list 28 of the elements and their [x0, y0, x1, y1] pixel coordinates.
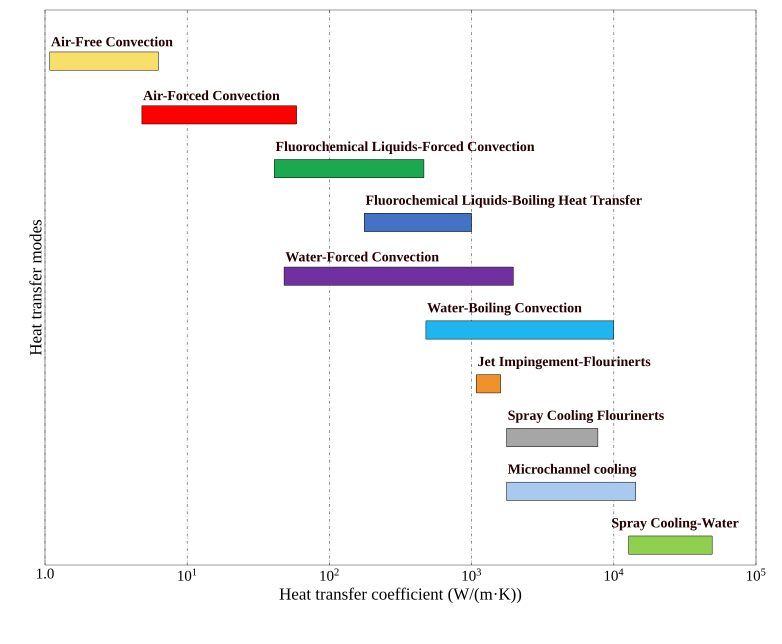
- y-axis-title: Heat transfer modes: [29, 220, 42, 356]
- bar: [142, 105, 297, 124]
- bar: [274, 159, 424, 178]
- x-tick-label: 10$^{5}$: [746, 568, 766, 581]
- y-tick-label: Water-Forced Convection: [285, 252, 439, 262]
- y-tick-label: Spray Cooling-Water: [612, 518, 738, 530]
- y-tick-label: Water-Boiling Convection: [427, 302, 582, 316]
- y-tick-label: Fluorochemical Liquids-Boiling Heat Transfer: [366, 194, 642, 208]
- x-tick-label: 10$^{2}$: [320, 568, 339, 581]
- y-tick-label: Jet Impingement-Flourinerts: [478, 356, 650, 370]
- bar: [506, 428, 598, 447]
- bar: [628, 536, 712, 554]
- bar: [284, 266, 514, 286]
- x-tick-label: 10$^{1}$: [178, 568, 196, 581]
- x-tick-label: 10$^{3}$: [462, 568, 482, 581]
- y-tick-label: Air-Forced Convection: [143, 90, 280, 100]
- y-tick-label: Microchannel cooling: [508, 464, 636, 477]
- bar: [364, 213, 472, 232]
- bar: [50, 52, 159, 70]
- bar: [426, 320, 614, 340]
- y-tick-label: Air-Free Convection: [51, 36, 173, 46]
- x-tick-label: 1.0: [36, 568, 54, 579]
- bar: [506, 482, 636, 501]
- x-tick-label: 10$^{4}$: [604, 568, 624, 581]
- y-tick-label: Spray Cooling Flourinerts: [508, 410, 664, 423]
- bar: [476, 374, 501, 394]
- y-tick-label: Fluorochemical Liquids-Forced Convection: [276, 141, 534, 154]
- x-axis-title: Heat transfer coefficient (W/(m·K)): [280, 588, 522, 604]
